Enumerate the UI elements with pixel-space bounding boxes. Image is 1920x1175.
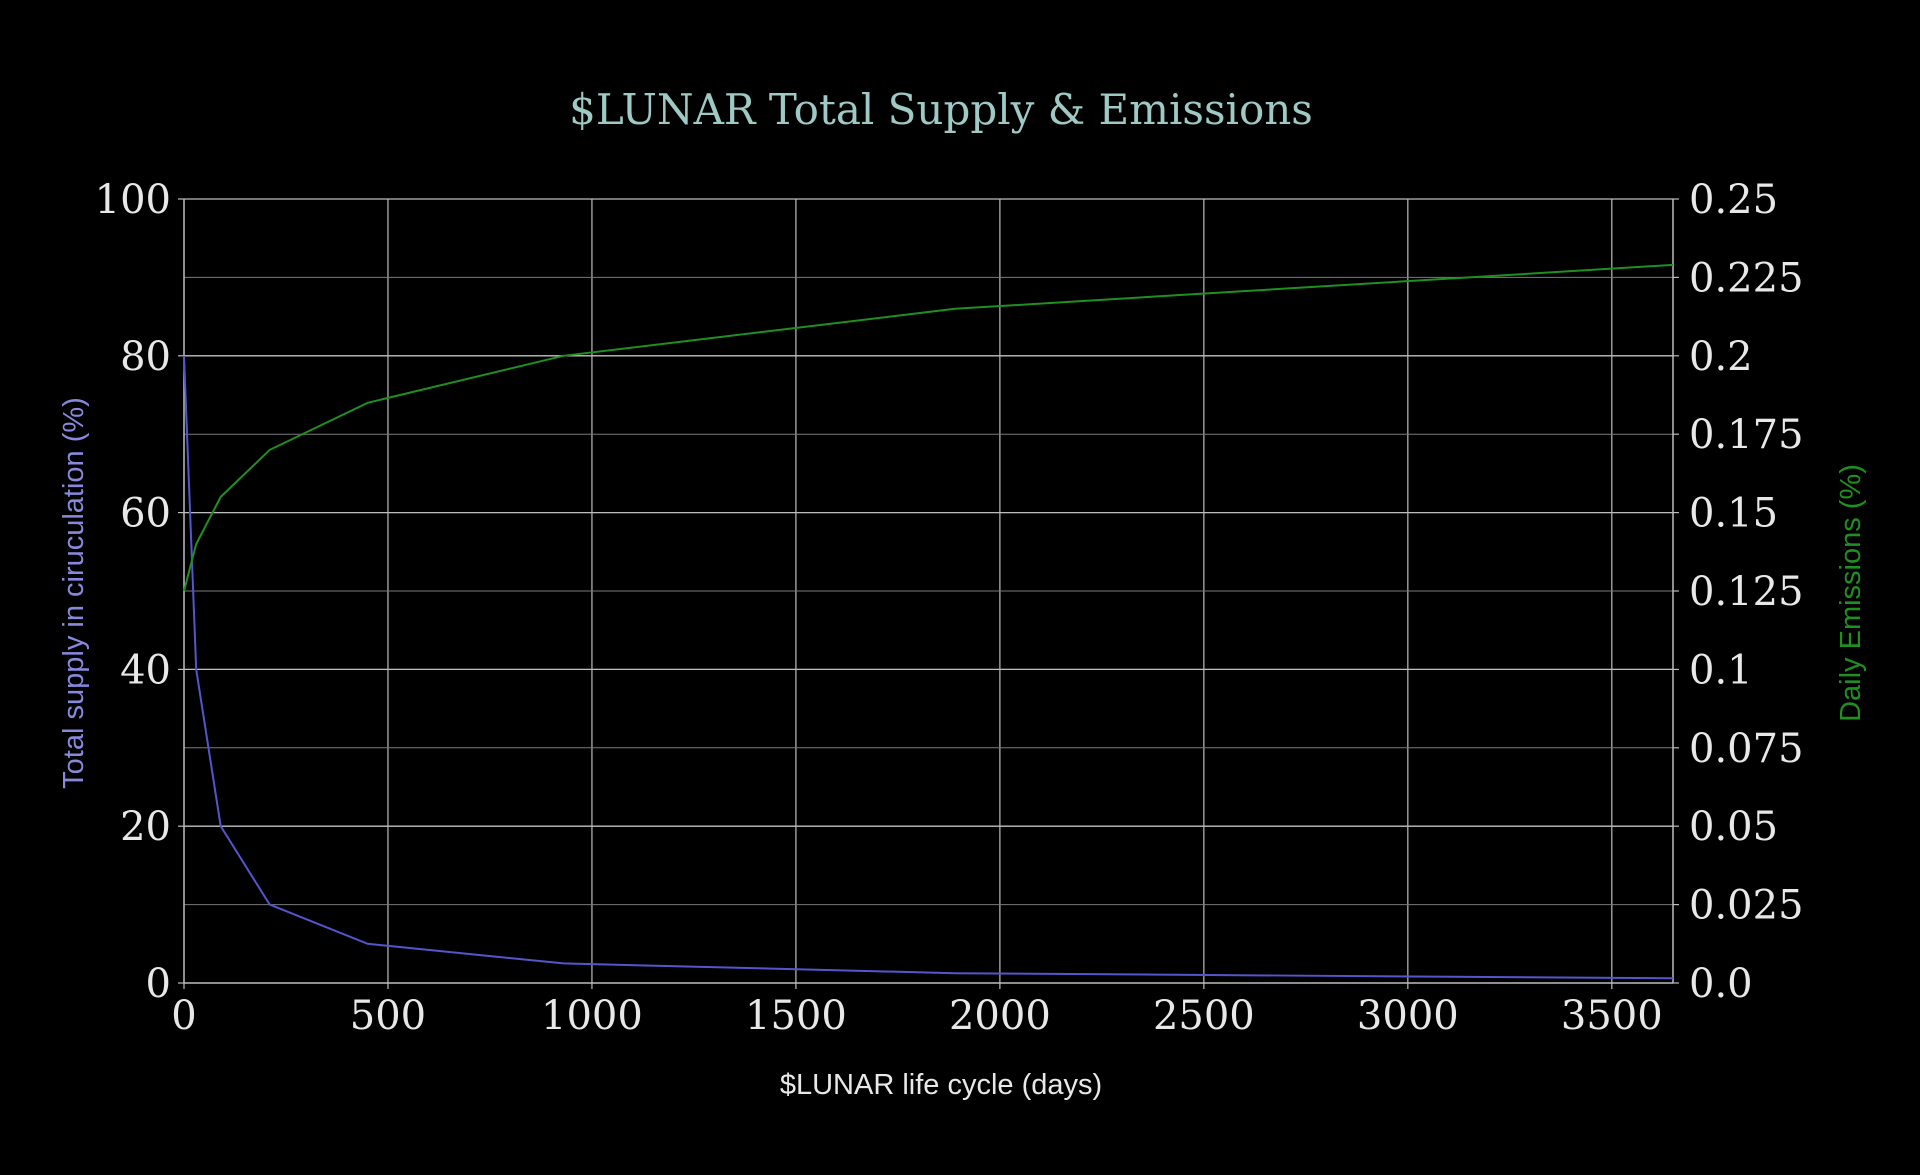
y-right-tick-label: 0.2 — [1689, 334, 1753, 380]
x-tick-label: 2500 — [1153, 993, 1255, 1039]
y-left-tick-label: 40 — [120, 647, 171, 693]
x-axis-label: $LUNAR life cycle (days) — [780, 1069, 1102, 1101]
x-tick-label: 500 — [350, 993, 426, 1039]
tick-labels: 0 500 1000 1500 2000 2500 3000 35000.00.0250.05… — [95, 177, 1804, 1039]
y-axis-left-label: Total supply in ciruculation (%) — [58, 397, 90, 789]
y-right-tick-label: 0.025 — [1689, 883, 1804, 929]
series-layer — [183, 263, 1674, 980]
y-left-tick-label: 0 — [146, 961, 171, 1007]
y-axis-right-label: Daily Emissions (%) — [1835, 464, 1867, 722]
y-left-tick-label: 20 — [120, 804, 171, 850]
y-right-tick-label: 0.125 — [1689, 569, 1804, 615]
y-right-tick-label: 0.1 — [1689, 647, 1753, 693]
emissions-line — [183, 263, 1674, 592]
y-left-tick-label: 100 — [95, 177, 171, 223]
grid — [184, 198, 1673, 983]
x-tick-label: 0 — [171, 993, 196, 1039]
x-tick-label: 1500 — [745, 993, 847, 1039]
y-right-tick-label: 0.225 — [1689, 255, 1804, 301]
x-tick-label: 1000 — [541, 993, 643, 1039]
supply-line — [183, 355, 1674, 980]
y-right-tick-label: 0.05 — [1689, 804, 1778, 850]
y-right-tick-label: 0.15 — [1689, 491, 1778, 537]
y-right-tick-label: 0.0 — [1689, 961, 1753, 1007]
y-left-tick-label: 80 — [120, 334, 171, 380]
y-left-tick-label: 60 — [120, 491, 171, 537]
x-tick-label: 3000 — [1357, 993, 1459, 1039]
y-right-tick-label: 0.075 — [1689, 726, 1804, 772]
y-right-tick-label: 0.25 — [1689, 177, 1778, 223]
x-tick-label: 3500 — [1561, 993, 1663, 1039]
y-right-tick-label: 0.175 — [1689, 412, 1804, 458]
x-tick-label: 2000 — [949, 993, 1051, 1039]
chart-title: $LUNAR Total Supply & Emissions — [569, 85, 1313, 134]
